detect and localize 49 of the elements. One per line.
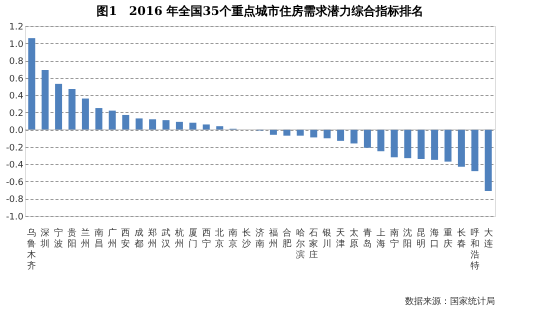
- x-tick-label: 贵阳: [68, 228, 76, 250]
- x-tick-label: 北京: [215, 228, 224, 250]
- x-tick-label: 青岛: [362, 228, 372, 250]
- chart-title: 图1 2016 年全国35个重点城市住房需求潜力综合指标排名: [96, 4, 424, 18]
- x-tick-label: 郑州: [148, 228, 158, 250]
- x-tick-label: 呼和浩特: [470, 228, 480, 272]
- y-tick-label: 0.0: [9, 126, 24, 136]
- x-tick-label: 银川: [322, 228, 332, 250]
- x-tick-label: 南宁: [390, 228, 399, 250]
- x-tick-label: 大连: [484, 228, 493, 250]
- x-tick-label: 福州: [268, 228, 278, 250]
- y-tick-label: 0.6: [9, 74, 24, 84]
- y-tick-label: 1.0: [9, 40, 24, 50]
- x-tick-label: 宁波: [54, 228, 64, 250]
- x-tick-label: 石家庄: [309, 228, 318, 260]
- x-tick-label: 厦门: [188, 228, 198, 250]
- y-tick-label: -1.0: [6, 212, 24, 222]
- y-tick-label: 0.8: [9, 57, 24, 68]
- x-tick-label: 兰州: [80, 228, 90, 250]
- x-tick-label: 合肥: [282, 228, 292, 250]
- x-tick-label: 南京: [228, 228, 238, 250]
- y-tick-label: -0.6: [6, 178, 24, 188]
- x-tick-label: 西安: [121, 228, 130, 250]
- x-tick-label: 重庆: [444, 228, 452, 250]
- y-tick-label: -0.2: [6, 143, 24, 154]
- x-tick-label: 武汉: [162, 228, 170, 250]
- x-tick-label: 长沙: [242, 228, 252, 250]
- x-tick-label: 长春: [456, 228, 466, 250]
- x-tick-label: 广州: [108, 228, 117, 250]
- x-tick-label: 上海: [376, 228, 386, 250]
- x-tick-label: 海口: [430, 228, 440, 250]
- x-tick-label: 沈阳: [403, 228, 412, 250]
- x-tick-label: 杭州: [174, 228, 184, 250]
- x-tick-label: 哈尔滨: [296, 228, 305, 260]
- x-tick-label: 南昌: [94, 228, 104, 250]
- x-tick-label: 太原: [350, 228, 358, 250]
- y-tick-label: 0.4: [9, 92, 24, 102]
- y-tick-label: 0.2: [9, 108, 24, 119]
- y-tick-label: -0.4: [6, 160, 24, 171]
- x-tick-label: 济南: [256, 228, 264, 250]
- y-tick-label: 1.2: [9, 22, 24, 32]
- y-tick-label: -0.8: [6, 195, 24, 206]
- x-tick-label: 乌鲁木齐: [27, 228, 36, 272]
- x-tick-label: 昆明: [416, 228, 426, 250]
- x-tick-label: 西宁: [202, 228, 211, 250]
- x-tick-label: 成都: [134, 228, 144, 250]
- x-tick-label: 深圳: [40, 228, 50, 250]
- x-tick-label: 天津: [336, 228, 346, 250]
- source-note: 数据来源：国家统计局: [405, 296, 495, 307]
